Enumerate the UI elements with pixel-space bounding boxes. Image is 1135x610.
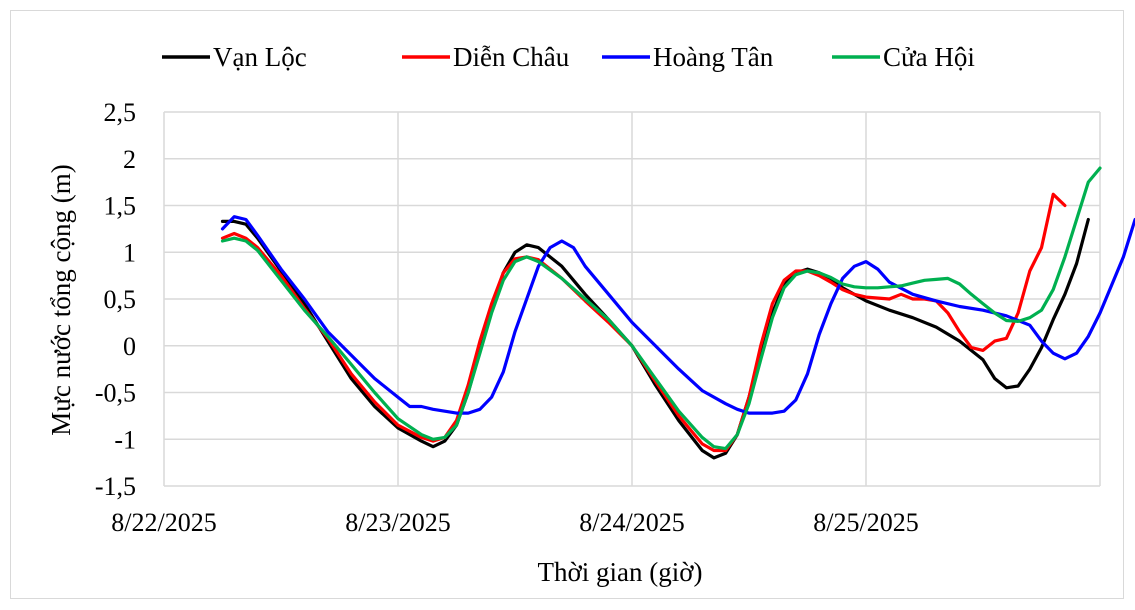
legend: Vạn Lộc Diễn Châu Hoàng Tân Cửa Hội — [162, 42, 975, 72]
y-tick-label: 1,5 — [104, 192, 137, 221]
series-line-diễn-châu — [220, 192, 1067, 453]
series-lines — [220, 166, 1135, 460]
series-line-vạn-lộc — [220, 217, 1090, 460]
y-tick-label: 0 — [123, 332, 136, 361]
x-tick-label: 8/22/2025 — [111, 508, 216, 537]
y-tick-labels: 2,5 2 1,5 1 0,5 0 -0,5 -1 -1,5 — [95, 98, 136, 501]
x-tick-labels: 8/22/2025 8/23/2025 8/24/2025 8/25/2025 — [111, 508, 918, 537]
y-axis-title: Mực nước tổng cộng (m) — [46, 164, 76, 436]
y-tick-label: 0,5 — [104, 285, 137, 314]
series-line-cửa-hội — [220, 166, 1102, 451]
y-tick-label: 2 — [123, 145, 136, 174]
y-tick-label: 2,5 — [104, 98, 137, 127]
x-tick-label: 8/24/2025 — [579, 508, 684, 537]
legend-label: Hoàng Tân — [653, 42, 774, 72]
legend-label: Vạn Lộc — [213, 42, 307, 72]
x-tick-label: 8/25/2025 — [813, 508, 918, 537]
legend-label: Diễn Châu — [453, 42, 570, 72]
x-axis-title: Thời gian (giờ) — [537, 557, 702, 587]
series-line-hoàng-tân — [220, 215, 1135, 415]
y-tick-label: -0,5 — [95, 379, 136, 408]
legend-label: Cửa Hội — [883, 42, 975, 72]
grid-lines — [163, 111, 1101, 487]
chart-frame — [10, 10, 1124, 599]
y-tick-label: 1 — [123, 238, 136, 267]
y-tick-label: -1 — [114, 425, 136, 454]
y-tick-label: -1,5 — [95, 472, 136, 501]
x-tick-label: 8/23/2025 — [345, 508, 450, 537]
